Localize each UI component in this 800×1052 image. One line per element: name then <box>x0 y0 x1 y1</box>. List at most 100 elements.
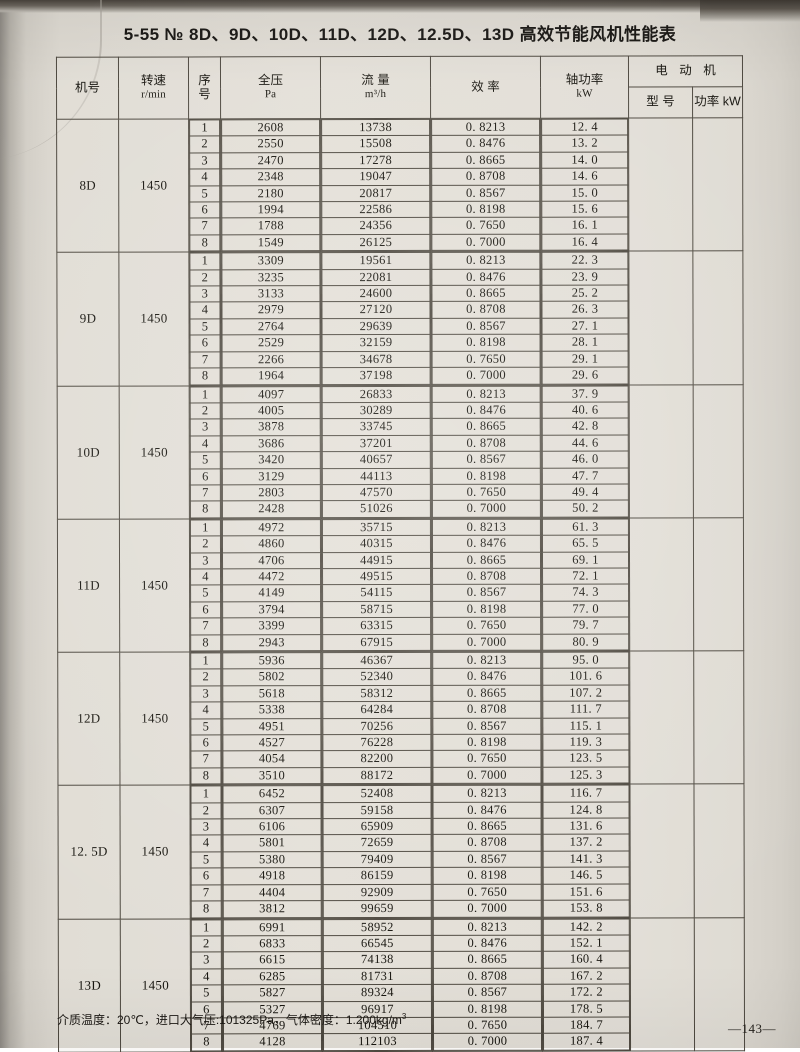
sub-row: 7 <box>190 751 221 768</box>
sub-row: 3878 <box>222 418 321 436</box>
cell-motor-type <box>629 784 695 918</box>
sub-row: 116. 7 <box>542 785 630 802</box>
sub-row: 23. 9 <box>541 268 628 286</box>
sub-row: 7 <box>191 884 222 902</box>
sub-cell-flow: 58715 <box>322 601 431 618</box>
sub-cell-shaft-power: 72. 1 <box>542 567 629 585</box>
cell-flow-stack: 52408 59158 65909 72659 79409 86159 92909 99659 <box>321 784 433 919</box>
sub-cell-efficiency: 0. 8476 <box>433 935 542 952</box>
sub-row: 6991 <box>223 919 322 936</box>
sub-row: 0. 7650 <box>432 350 541 368</box>
sub-row: 6615 <box>223 951 322 969</box>
sub-cell-pressure: 4128 <box>223 1034 322 1051</box>
sub-cell-pressure: 3129 <box>222 468 321 485</box>
sub-row: 0. 8198 <box>433 867 542 885</box>
page-title: 5-55 № 8D、9D、10D、11D、12D、12.5D、13D 高效节能风… <box>123 25 677 44</box>
sub-row: 0. 7000 <box>432 767 541 784</box>
sub-row: 0. 8665 <box>433 818 542 835</box>
sub-row: 58715 <box>322 601 431 618</box>
sub-row: 37. 9 <box>542 385 629 403</box>
sub-cell-no: 4 <box>190 435 221 453</box>
sub-row: 2 <box>190 402 221 420</box>
sub-row: 0. 8567 <box>432 318 541 335</box>
sub-cell-pressure: 3878 <box>222 418 321 436</box>
sub-row: 2 <box>190 536 221 553</box>
sub-row: 142. 2 <box>543 918 630 936</box>
sub-row: 125. 3 <box>542 766 629 784</box>
sub-cell-efficiency: 0. 8567 <box>433 851 542 868</box>
sub-cell-shaft-power: 25. 2 <box>541 285 628 302</box>
sub-row: 1994 <box>221 201 320 219</box>
sub-row: 0. 7650 <box>431 217 540 235</box>
sub-cell-shaft-power: 119. 3 <box>542 734 629 751</box>
cell-rpm: 1450 <box>119 518 190 653</box>
sub-cell-pressure: 3133 <box>221 285 320 303</box>
sub-cell-no: 8 <box>190 634 221 651</box>
cell-rpm: 1450 <box>118 118 189 253</box>
sub-cell-no: 4 <box>191 968 222 986</box>
table-row: 10D 1450 1 2 3 4 5 6 7 8 4097 4005 3878 3686 3420 3129 2… <box>57 384 744 519</box>
cell-efficiency-stack: 0. 8213 0. 8476 0. 8665 0. 8708 0. 8567 0. 81… <box>431 517 542 652</box>
sub-row: 0. 8567 <box>431 184 540 202</box>
table-row: 8D 1450 1 2 3 4 5 6 7 8 2608 2550 2470 2348 2180 1994 17… <box>56 117 743 253</box>
sub-cell-pressure: 5827 <box>223 984 322 1002</box>
sub-cell-shaft-power: 27. 1 <box>542 317 629 335</box>
sub-cell-flow: 30289 <box>322 402 431 419</box>
sub-row: 8 <box>191 900 222 918</box>
sub-row: 8 <box>191 1034 222 1051</box>
table-row: 9D 1450 1 2 3 4 5 6 7 8 3309 3235 3133 2979 2764 2529 22… <box>56 251 744 386</box>
sub-cell-efficiency: 0. 8665 <box>433 818 542 835</box>
sub-cell-efficiency: 0. 8476 <box>433 801 542 819</box>
sub-cell-flow: 52340 <box>322 668 431 686</box>
sub-row: 0. 8476 <box>431 135 540 153</box>
sub-cell-efficiency: 0. 8213 <box>431 119 540 136</box>
sub-cell-no: 5 <box>190 318 221 336</box>
cell-model: 12D <box>57 652 120 786</box>
sub-row: 40315 <box>322 535 431 553</box>
sub-cell-shaft-power: 80. 9 <box>542 633 629 651</box>
sub-row: 0. 7000 <box>432 500 541 518</box>
cell-motor-type <box>629 650 694 785</box>
cell-motor-type <box>629 384 694 518</box>
sub-row: 70256 <box>322 718 431 735</box>
cell-model: 13D <box>58 918 121 1052</box>
sub-row: 6 <box>191 868 222 885</box>
sub-cell-shaft-power: 15. 6 <box>541 201 628 218</box>
sub-row: 59158 <box>323 802 432 819</box>
cell-motor-type <box>628 117 693 252</box>
sub-cell-flow: 79409 <box>323 851 432 868</box>
sub-row: 74. 3 <box>542 584 629 601</box>
cell-rpm: 1450 <box>119 651 190 786</box>
sub-row: 5 <box>191 985 222 1002</box>
sub-cell-no: 6 <box>190 734 221 752</box>
sub-row: 47. 7 <box>542 467 629 485</box>
shaft-power-label: 轴功率 <box>565 72 604 87</box>
cell-efficiency-stack: 0. 8213 0. 8476 0. 8665 0. 8708 0. 8567 0. 81… <box>431 784 543 918</box>
sub-row: 4 <box>191 968 222 986</box>
sub-cell-flow: 88172 <box>322 767 431 784</box>
speed-unit: r/min <box>141 88 166 101</box>
sub-value-list: 0. 8213 0. 8476 0. 8665 0. 8708 0. 8567 0. 81… <box>433 918 542 1051</box>
sub-cell-pressure: 3399 <box>222 617 321 635</box>
sub-row: 22. 3 <box>541 252 628 269</box>
sub-cell-efficiency: 0. 8708 <box>432 701 541 719</box>
sub-cell-pressure: 6106 <box>223 818 322 836</box>
sub-cell-pressure: 1549 <box>221 234 320 252</box>
sub-row: 0. 8665 <box>431 285 540 302</box>
sub-cell-shaft-power: 40. 6 <box>542 401 629 419</box>
sub-row: 5618 <box>222 685 321 703</box>
sub-row: 0. 8198 <box>432 467 541 485</box>
sub-cell-flow: 82200 <box>322 750 431 768</box>
sub-cell-efficiency: 0. 7650 <box>432 484 541 501</box>
sub-row: 4472 <box>222 568 321 586</box>
sub-cell-pressure: 4097 <box>222 386 321 403</box>
sub-cell-efficiency: 0. 8665 <box>432 418 541 436</box>
sub-cell-shaft-power: 142. 2 <box>543 918 630 936</box>
sub-cell-shaft-power: 151. 6 <box>543 883 630 901</box>
sub-row: 111. 7 <box>542 701 629 718</box>
sub-cell-efficiency: 0. 8567 <box>433 984 542 1001</box>
sub-cell-no: 7 <box>190 484 221 502</box>
sub-row: 52340 <box>322 668 431 686</box>
sub-cell-pressure: 4527 <box>222 734 321 752</box>
